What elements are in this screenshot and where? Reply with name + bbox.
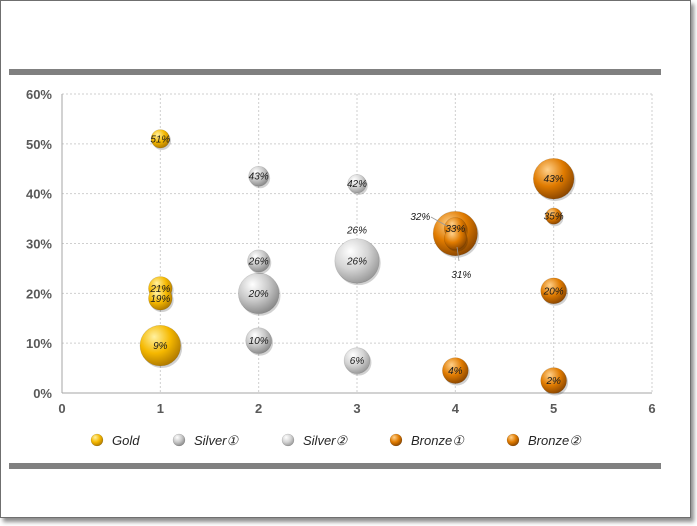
data-label: 19% (150, 294, 170, 305)
top-frame-bar (9, 69, 661, 75)
data-label: 42% (347, 179, 367, 190)
bottom-frame-bar (9, 463, 661, 469)
x-tick-label: 6 (648, 401, 655, 416)
bubble-bronze[interactable] (442, 357, 469, 384)
data-label: 10% (249, 336, 269, 347)
data-label: 26% (346, 256, 367, 267)
x-tick-label: 4 (452, 401, 460, 416)
leader-line (430, 216, 448, 227)
x-tick-label: 2 (255, 401, 262, 416)
bubble-gold[interactable] (150, 129, 170, 149)
legend-marker (90, 433, 104, 447)
data-label: 43% (544, 174, 564, 185)
bubble-silver[interactable] (334, 238, 380, 284)
legend-label: Bronze① (411, 433, 465, 448)
bubble-bronze[interactable] (545, 207, 563, 225)
data-label: 26% (346, 225, 367, 236)
data-label: 43% (249, 172, 269, 183)
x-tick-label: 1 (157, 401, 164, 416)
data-label: 2% (545, 376, 561, 387)
x-tick-label: 0 (58, 401, 65, 416)
legend-item[interactable]: Silver② (281, 433, 349, 448)
data-label: 21% (149, 284, 170, 295)
bubble-silver[interactable] (245, 327, 272, 354)
data-label: 4% (448, 366, 463, 377)
legend-item[interactable]: Bronze① (389, 433, 465, 448)
legend-item[interactable]: Bronze② (506, 433, 582, 448)
y-tick-label: 30% (26, 237, 52, 252)
x-tick-label: 3 (353, 401, 360, 416)
legend-item[interactable]: Gold (90, 433, 140, 448)
data-label: 33% (445, 224, 465, 235)
bubble-silver[interactable] (343, 347, 371, 374)
y-tick-label: 20% (26, 286, 52, 301)
bubble-chart: 0% 10% 20% 30% 40% 50% 60% 0 1 2 3 4 5 6 51% 21%19% 9% 43… (9, 69, 661, 469)
bubble-bronze[interactable] (443, 227, 467, 250)
data-label: 26% (248, 256, 269, 267)
legend-label: Silver① (194, 433, 240, 448)
bubble-bronze[interactable] (540, 367, 567, 394)
bubble-gold[interactable] (148, 286, 173, 311)
bubble-gold[interactable] (139, 325, 181, 367)
y-tick-label: 40% (26, 187, 52, 202)
data-label: 51% (150, 134, 170, 145)
y-tick-label: 0% (33, 386, 52, 401)
data-label: 20% (543, 286, 564, 297)
bubble-silver[interactable] (347, 174, 367, 194)
bubble-bronze[interactable] (533, 158, 575, 200)
legend-marker (281, 433, 295, 447)
legend-label: Silver② (303, 433, 349, 448)
bubble-silver[interactable] (238, 272, 280, 314)
x-tick-label: 5 (550, 401, 557, 416)
legend-item[interactable]: Silver① (172, 433, 240, 448)
data-label: 6% (350, 356, 365, 367)
leader-line (456, 246, 460, 262)
legend-label: Gold (112, 433, 140, 448)
chart-frame: 0% 10% 20% 30% 40% 50% 60% 0 1 2 3 4 5 6 51% 21% 19% 9% 43… (0, 0, 691, 518)
data-label: 31% (451, 270, 471, 281)
bubble-silver[interactable] (247, 249, 271, 273)
legend-marker (389, 433, 403, 447)
y-tick-label: 60% (26, 87, 52, 102)
data-label: 9% (153, 341, 168, 352)
y-tick-label: 50% (26, 137, 52, 152)
y-tick-label: 10% (26, 336, 52, 351)
data-label: 35% (544, 212, 564, 223)
legend-marker (506, 433, 520, 447)
data-label: 20% (248, 289, 269, 300)
bubble-silver[interactable] (248, 165, 269, 187)
bubble-bronze[interactable] (540, 277, 567, 305)
legend-marker (172, 433, 186, 447)
legend-label: Bronze② (528, 433, 582, 448)
data-label: 32% (410, 212, 430, 223)
